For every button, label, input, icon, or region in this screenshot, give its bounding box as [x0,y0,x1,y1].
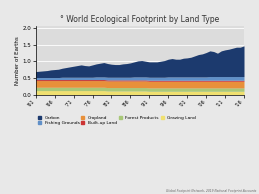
Text: Global Footprint Network, 2019 National Footprint Accounts: Global Footprint Network, 2019 National … [166,189,256,193]
Legend: Carbon, Fishing Grounds, Cropland, Built-up Land, Forest Products, Grazing Land: Carbon, Fishing Grounds, Cropland, Built… [38,116,196,125]
Y-axis label: Number of Earths: Number of Earths [15,36,20,85]
Title: ° World Ecological Footprint by Land Type: ° World Ecological Footprint by Land Typ… [60,15,219,24]
